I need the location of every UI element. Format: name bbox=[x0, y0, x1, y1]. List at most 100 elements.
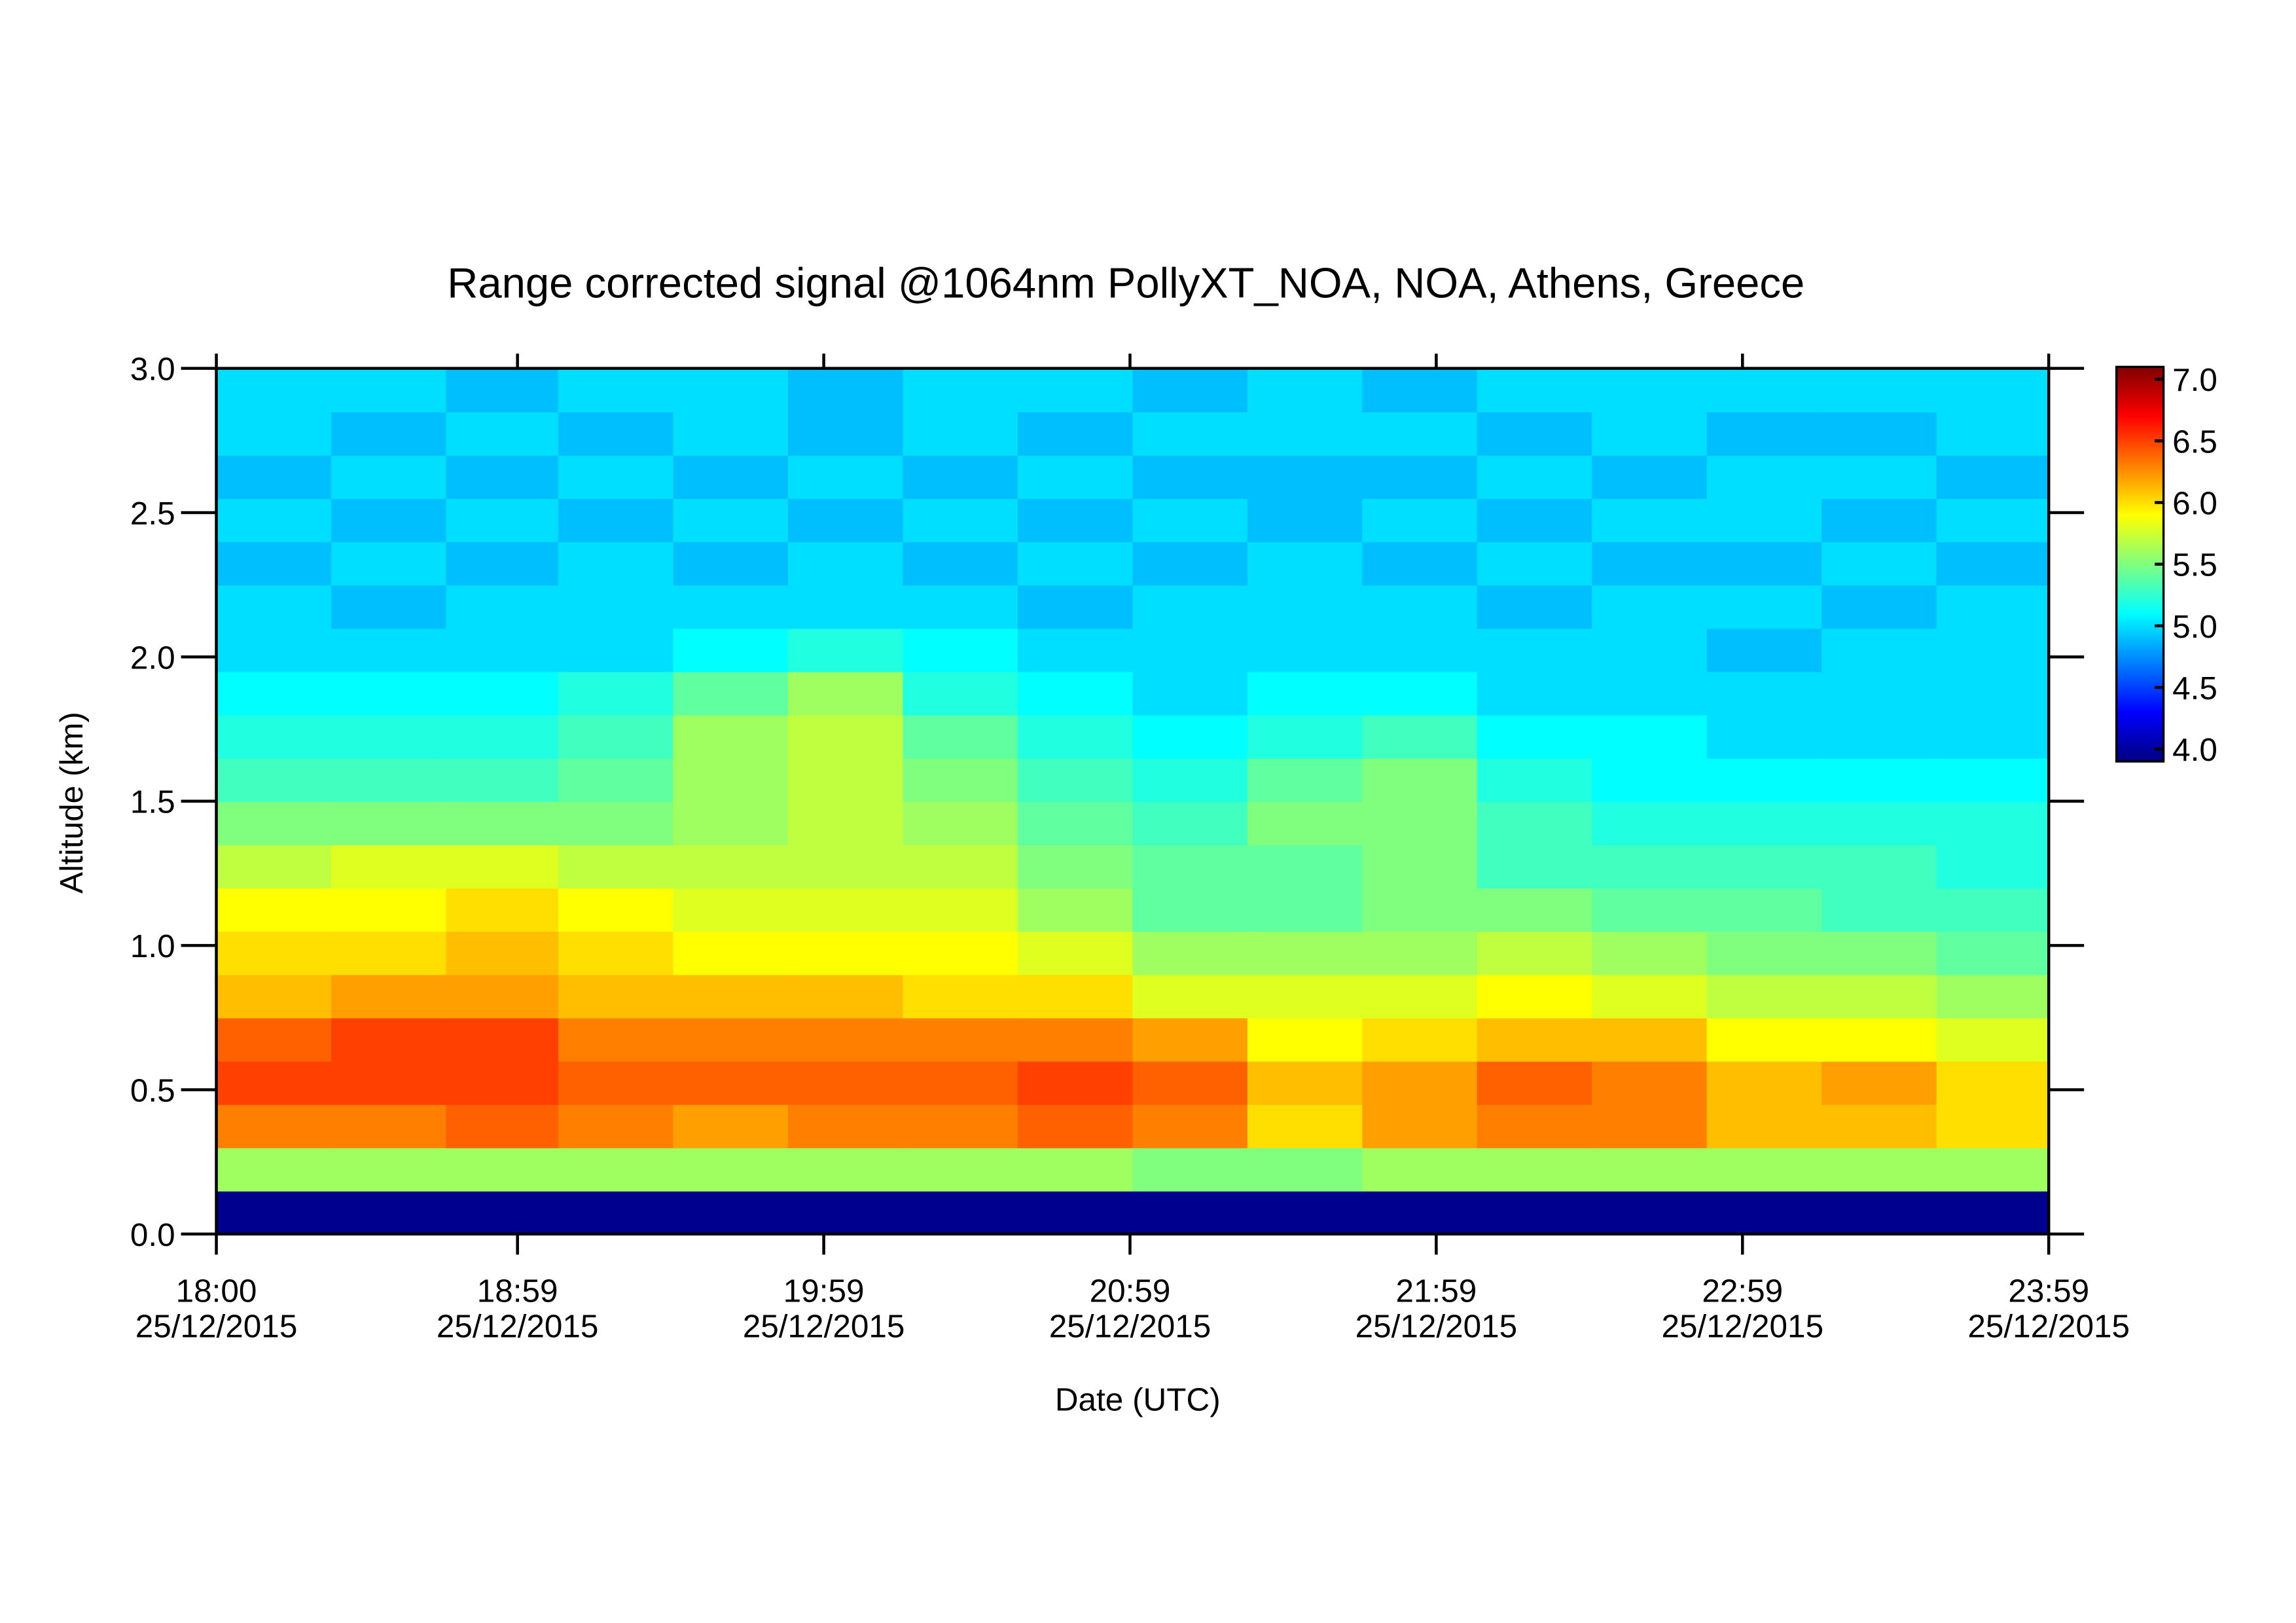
heatmap-cell bbox=[1017, 801, 1134, 845]
heatmap-cell bbox=[1017, 714, 1134, 759]
heatmap-cell bbox=[216, 714, 332, 759]
heatmap-cell bbox=[1706, 1104, 1823, 1148]
heatmap-cell bbox=[903, 757, 1019, 802]
heatmap-cell bbox=[787, 714, 904, 759]
heatmap-cell bbox=[331, 368, 447, 412]
heatmap-cell bbox=[1821, 585, 1937, 629]
heatmap-cell bbox=[787, 757, 904, 802]
heatmap-cell bbox=[1017, 1147, 1134, 1192]
heatmap-cell bbox=[1477, 1104, 1593, 1148]
heatmap-cell bbox=[216, 1190, 332, 1235]
heatmap-cell bbox=[1362, 974, 1478, 1019]
heatmap-cell bbox=[673, 498, 789, 543]
heatmap-cell bbox=[787, 454, 904, 500]
heatmap-cell bbox=[216, 844, 332, 889]
heatmap-cell bbox=[216, 757, 332, 802]
colorbar-tick-label: 6.0 bbox=[2172, 486, 2217, 522]
heatmap-cell bbox=[1132, 931, 1248, 976]
heatmap-cell bbox=[446, 844, 560, 889]
heatmap-cell bbox=[903, 1017, 1019, 1062]
heatmap-cell bbox=[1477, 757, 1593, 802]
heatmap-cell bbox=[1477, 887, 1593, 932]
heatmap-cell bbox=[558, 628, 674, 672]
y-tick-label: 1.5 bbox=[130, 784, 175, 820]
heatmap-cell bbox=[903, 801, 1019, 845]
heatmap-cell bbox=[1132, 541, 1248, 586]
heatmap-cell bbox=[1936, 1017, 2050, 1062]
heatmap-cell bbox=[1477, 1190, 1593, 1235]
heatmap-cell bbox=[1821, 887, 1937, 932]
heatmap-cell bbox=[331, 541, 447, 586]
heatmap-cell bbox=[1592, 887, 1708, 932]
heatmap-cell bbox=[1017, 931, 1134, 976]
heatmap-cell bbox=[1132, 368, 1248, 412]
heatmap-cell bbox=[446, 368, 560, 412]
heatmap-cell bbox=[1132, 411, 1248, 456]
heatmap-cell bbox=[1592, 801, 1708, 845]
heatmap-cell bbox=[1017, 1104, 1134, 1148]
heatmap-cell bbox=[558, 368, 674, 412]
heatmap-cell bbox=[787, 671, 904, 716]
heatmap-cell bbox=[1821, 628, 1937, 672]
heatmap-cell bbox=[216, 671, 332, 716]
heatmap-cell bbox=[1247, 628, 1363, 672]
heatmap-cell bbox=[1477, 974, 1593, 1019]
heatmap-cell bbox=[1017, 974, 1134, 1019]
heatmap-cell bbox=[673, 368, 789, 412]
heatmap-cell bbox=[1936, 671, 2050, 716]
heatmap-cell bbox=[216, 498, 332, 543]
heatmap-cell bbox=[1247, 1190, 1363, 1235]
heatmap-cell bbox=[216, 1104, 332, 1148]
heatmap-cell bbox=[446, 1104, 560, 1148]
heatmap-cell bbox=[1477, 844, 1593, 889]
heatmap-cell bbox=[1362, 1190, 1478, 1235]
heatmap-cell bbox=[1936, 887, 2050, 932]
heatmap-cell bbox=[1017, 1017, 1134, 1062]
heatmap-cell bbox=[1592, 844, 1708, 889]
heatmap-cell bbox=[1132, 671, 1248, 716]
heatmap-cell bbox=[1936, 454, 2050, 500]
y-axis-label: Altitude (km) bbox=[54, 712, 90, 894]
heatmap-cell bbox=[1706, 887, 1823, 932]
heatmap-cell bbox=[1821, 757, 1937, 802]
heatmap-cell bbox=[331, 714, 447, 759]
heatmap-cell bbox=[558, 671, 674, 716]
colorbar-tick-label: 5.5 bbox=[2172, 547, 2217, 583]
heatmap-cell bbox=[558, 714, 674, 759]
heatmap-cell bbox=[673, 887, 789, 932]
heatmap-cell bbox=[1132, 1147, 1248, 1192]
heatmap-cell bbox=[1362, 714, 1478, 759]
heatmap-cell bbox=[1706, 801, 1823, 845]
heatmap-cell bbox=[1821, 1147, 1937, 1192]
heatmap-cell bbox=[1362, 1061, 1478, 1105]
heatmap-cell bbox=[1477, 671, 1593, 716]
heatmap-cell bbox=[1706, 714, 1823, 759]
heatmap-cell bbox=[1706, 1061, 1823, 1105]
heatmap-cell bbox=[1706, 628, 1823, 672]
heatmap-cell bbox=[1592, 1147, 1708, 1192]
x-tick-label: 22:59 25/12/2015 bbox=[1662, 1273, 1824, 1344]
heatmap-cell bbox=[1706, 1147, 1823, 1192]
x-tick-label-line: 25/12/2015 bbox=[135, 1308, 298, 1344]
heatmap-cell bbox=[446, 411, 560, 456]
heatmap-cell bbox=[1017, 757, 1134, 802]
heatmap-cell bbox=[1936, 585, 2050, 629]
heatmap-cell bbox=[1706, 671, 1823, 716]
heatmap-cell bbox=[673, 1017, 789, 1062]
heatmap-cell bbox=[1936, 757, 2050, 802]
heatmap-cell bbox=[1592, 498, 1708, 543]
y-tick-label: 2.0 bbox=[130, 640, 175, 676]
x-axis-label: Date (UTC) bbox=[1055, 1382, 1221, 1418]
heatmap-cell bbox=[558, 585, 674, 629]
heatmap-cell bbox=[446, 585, 560, 629]
heatmap-cell bbox=[1821, 801, 1937, 845]
heatmap-cell bbox=[216, 411, 332, 456]
heatmap-cell bbox=[1706, 368, 1823, 412]
heatmap-cell bbox=[446, 1061, 560, 1105]
heatmap-cell bbox=[216, 1017, 332, 1062]
heatmap-cell bbox=[903, 628, 1019, 672]
heatmap-cell bbox=[787, 974, 904, 1019]
heatmap-cell bbox=[1477, 1017, 1593, 1062]
heatmap-cell bbox=[1936, 628, 2050, 672]
